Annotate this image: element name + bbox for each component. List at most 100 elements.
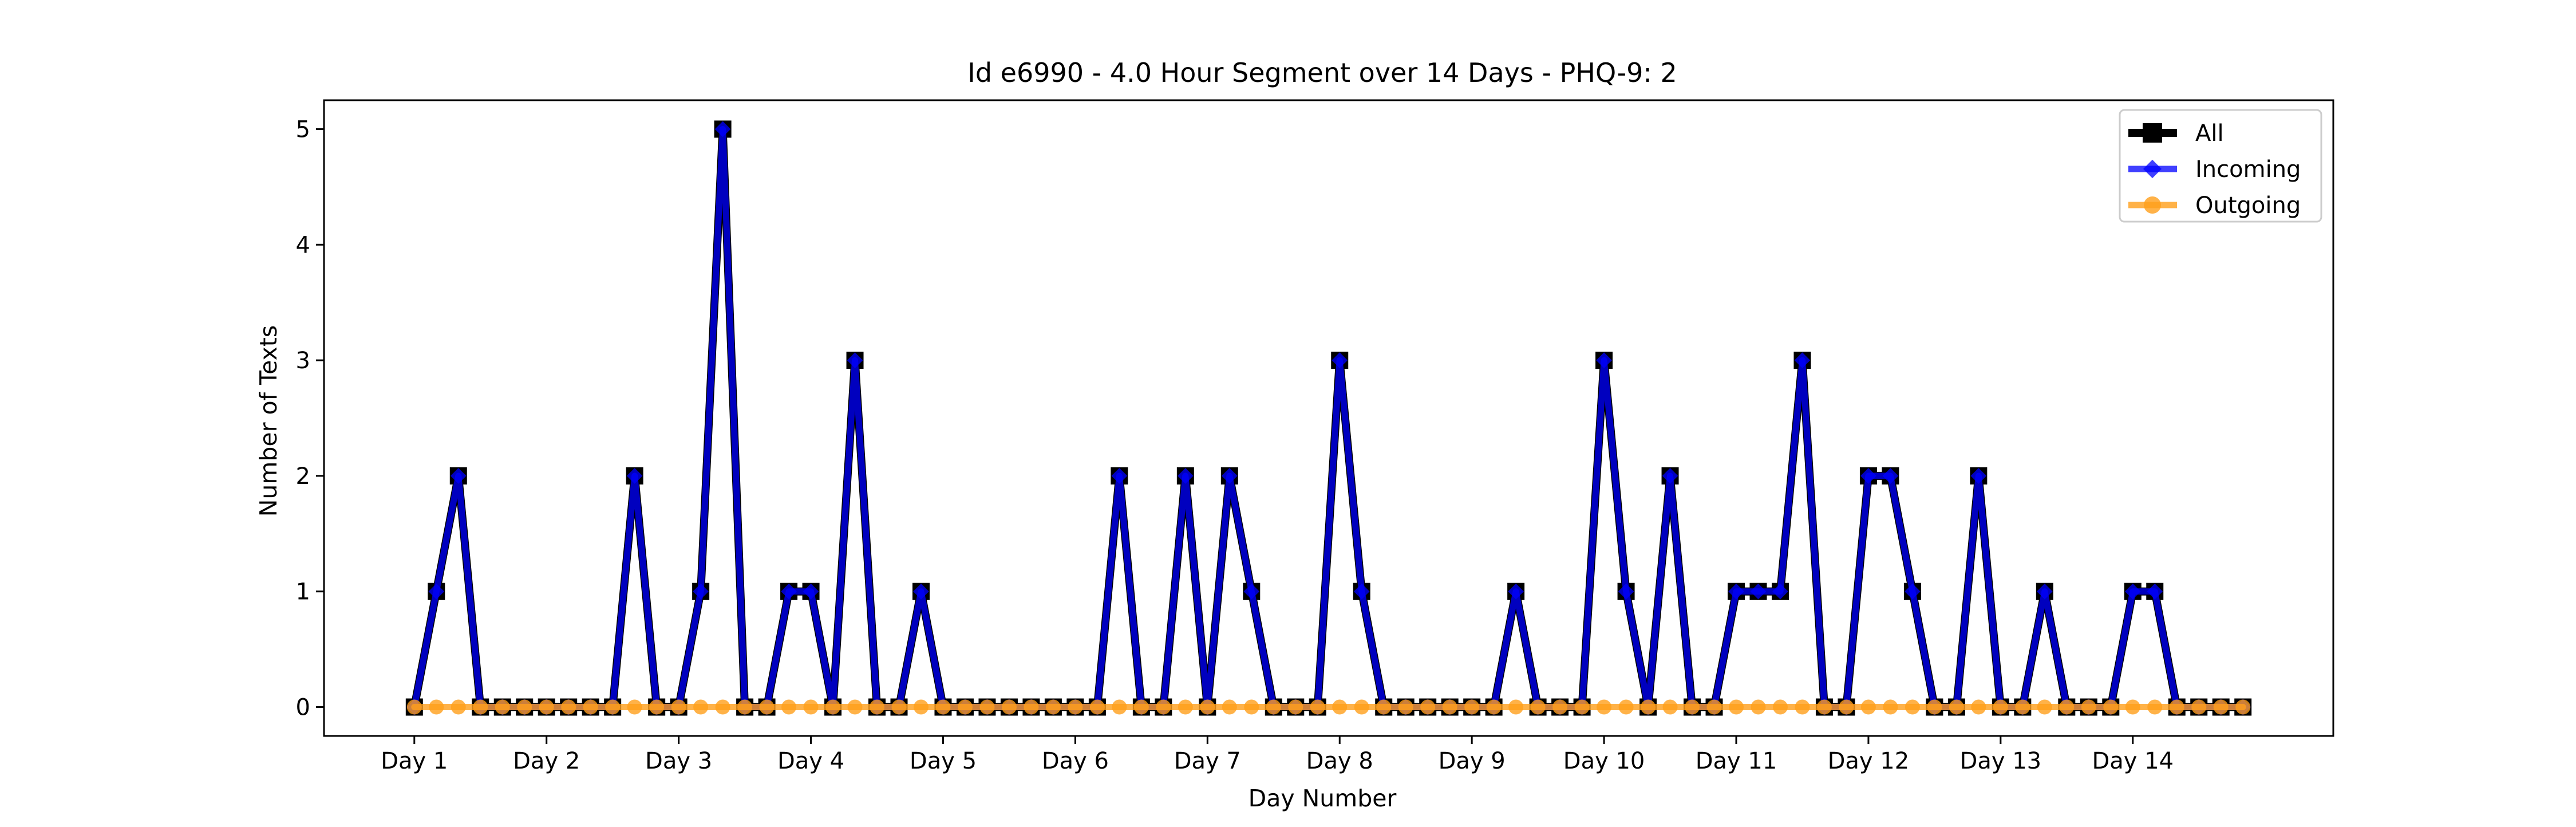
legend-label: Outgoing bbox=[2195, 192, 2301, 219]
x-tick-label: Day 3 bbox=[645, 748, 712, 774]
data-point-outgoing bbox=[1464, 699, 1480, 715]
data-point-outgoing bbox=[2015, 699, 2030, 715]
legend-label: Incoming bbox=[2195, 156, 2301, 183]
data-point-outgoing bbox=[2169, 699, 2184, 715]
data-point-outgoing bbox=[517, 699, 532, 715]
data-point-outgoing bbox=[759, 699, 775, 715]
data-point-outgoing bbox=[870, 699, 885, 715]
x-tick-label: Day 11 bbox=[1696, 748, 1777, 774]
data-point-outgoing bbox=[1112, 699, 1127, 715]
y-tick-label: 5 bbox=[296, 116, 310, 143]
data-point-outgoing bbox=[473, 699, 488, 715]
data-point-incoming bbox=[1750, 583, 1767, 600]
data-point-outgoing bbox=[781, 699, 797, 715]
data-point-outgoing bbox=[1001, 699, 1017, 715]
data-point-incoming bbox=[1178, 468, 1194, 484]
data-point-outgoing bbox=[539, 699, 554, 715]
data-point-incoming bbox=[2147, 583, 2163, 600]
x-tick-label: Day 9 bbox=[1439, 748, 1506, 774]
data-point-incoming bbox=[1662, 468, 1678, 484]
data-point-incoming bbox=[428, 583, 445, 600]
data-point-outgoing bbox=[715, 699, 730, 715]
data-point-outgoing bbox=[649, 699, 665, 715]
data-point-outgoing bbox=[2059, 699, 2075, 715]
x-tick-label: Day 1 bbox=[381, 748, 448, 774]
data-point-incoming bbox=[2037, 583, 2053, 600]
data-point-incoming bbox=[1596, 352, 1612, 368]
legend-box bbox=[2119, 109, 2322, 223]
data-point-outgoing bbox=[847, 699, 863, 715]
data-point-outgoing bbox=[825, 699, 841, 715]
data-point-outgoing bbox=[737, 699, 753, 715]
data-point-outgoing bbox=[1089, 699, 1105, 715]
data-point-outgoing bbox=[1310, 699, 1325, 715]
data-point-outgoing bbox=[2147, 699, 2163, 715]
data-point-outgoing bbox=[1354, 699, 1369, 715]
data-point-incoming bbox=[1860, 468, 1876, 484]
data-point-outgoing bbox=[583, 699, 598, 715]
data-point-incoming bbox=[847, 352, 863, 368]
data-point-outgoing bbox=[451, 699, 466, 715]
data-point-outgoing bbox=[406, 699, 422, 715]
data-point-outgoing bbox=[1641, 699, 1656, 715]
data-point-outgoing bbox=[1133, 699, 1149, 715]
legend-item-outgoing: Outgoing bbox=[2128, 192, 2301, 219]
data-point-outgoing bbox=[1751, 699, 1766, 715]
data-point-outgoing bbox=[1795, 699, 1810, 715]
chart-title: Id e6990 - 4.0 Hour Segment over 14 Days… bbox=[967, 57, 1677, 88]
data-point-outgoing bbox=[979, 699, 995, 715]
data-point-incoming bbox=[1970, 468, 1987, 484]
y-tick-label: 4 bbox=[296, 232, 310, 258]
data-point-outgoing bbox=[891, 699, 907, 715]
data-point-outgoing bbox=[495, 699, 510, 715]
data-point-incoming bbox=[1243, 583, 1260, 600]
data-point-outgoing bbox=[957, 699, 973, 715]
plot-frame bbox=[323, 99, 2334, 737]
data-point-outgoing bbox=[2235, 699, 2251, 715]
data-point-incoming bbox=[1905, 583, 1921, 600]
legend-swatch-marker bbox=[2144, 196, 2161, 214]
data-point-outgoing bbox=[1971, 699, 1986, 715]
x-tick-label: Day 7 bbox=[1174, 748, 1241, 774]
data-point-incoming bbox=[450, 468, 467, 484]
x-tick-label: Day 6 bbox=[1042, 748, 1109, 774]
data-point-incoming bbox=[2124, 583, 2141, 600]
data-point-outgoing bbox=[1178, 699, 1193, 715]
data-point-outgoing bbox=[1949, 699, 1964, 715]
data-point-outgoing bbox=[1442, 699, 1457, 715]
data-point-outgoing bbox=[1376, 699, 1392, 715]
data-point-outgoing bbox=[1288, 699, 1303, 715]
data-point-outgoing bbox=[1574, 699, 1590, 715]
x-tick-label: Day 5 bbox=[910, 748, 977, 774]
data-point-incoming bbox=[1222, 468, 1238, 484]
data-point-outgoing bbox=[1222, 699, 1237, 715]
data-point-incoming bbox=[1332, 352, 1348, 368]
data-point-incoming bbox=[1508, 583, 1524, 600]
x-tick-label: Day 8 bbox=[1306, 748, 1373, 774]
data-point-incoming bbox=[803, 583, 819, 600]
legend-item-all: All bbox=[2128, 120, 2224, 147]
data-point-outgoing bbox=[1860, 699, 1876, 715]
y-tick-label: 1 bbox=[296, 579, 310, 605]
data-point-outgoing bbox=[1839, 699, 1854, 715]
data-point-outgoing bbox=[2103, 699, 2119, 715]
data-point-outgoing bbox=[1156, 699, 1171, 715]
data-point-outgoing bbox=[1420, 699, 1436, 715]
data-point-outgoing bbox=[605, 699, 621, 715]
x-axis-label: Day Number bbox=[1249, 785, 1397, 812]
data-point-outgoing bbox=[671, 699, 686, 715]
data-point-outgoing bbox=[627, 699, 642, 715]
x-tick-label: Day 2 bbox=[513, 748, 580, 774]
data-point-outgoing bbox=[2191, 699, 2207, 715]
x-tick-label: Day 10 bbox=[1563, 748, 1645, 774]
data-point-outgoing bbox=[1927, 699, 1942, 715]
data-point-outgoing bbox=[1706, 699, 1722, 715]
data-point-outgoing bbox=[1597, 699, 1612, 715]
series-layer bbox=[405, 120, 2252, 716]
data-point-outgoing bbox=[1993, 699, 2008, 715]
data-point-incoming bbox=[1882, 468, 1899, 484]
data-point-outgoing bbox=[2081, 699, 2096, 715]
x-tick-label: Day 4 bbox=[777, 748, 844, 774]
legend-swatch-marker bbox=[2143, 123, 2162, 143]
